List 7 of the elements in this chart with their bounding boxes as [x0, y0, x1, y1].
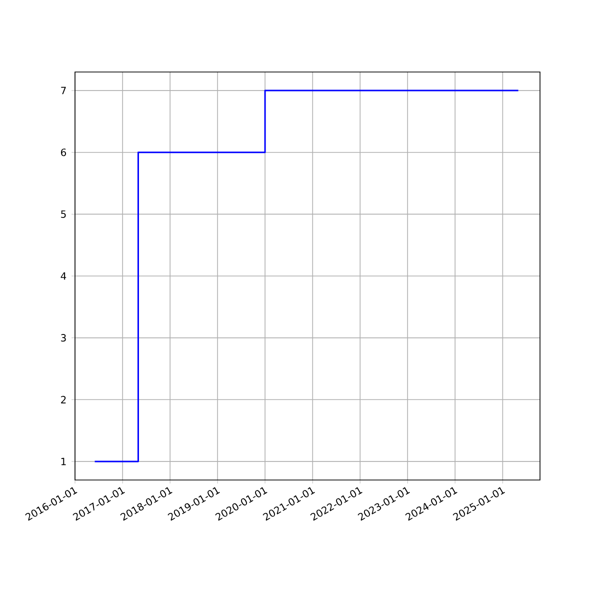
y-tick-label: 5: [61, 210, 66, 218]
y-tick-label: 7: [61, 86, 66, 94]
y-tick-label: 1: [61, 458, 66, 466]
y-tick-label: 3: [61, 334, 66, 342]
y-tick-label: 6: [61, 148, 66, 156]
y-tick-label: 2: [61, 396, 66, 404]
y-tick-label: 4: [60, 272, 66, 280]
